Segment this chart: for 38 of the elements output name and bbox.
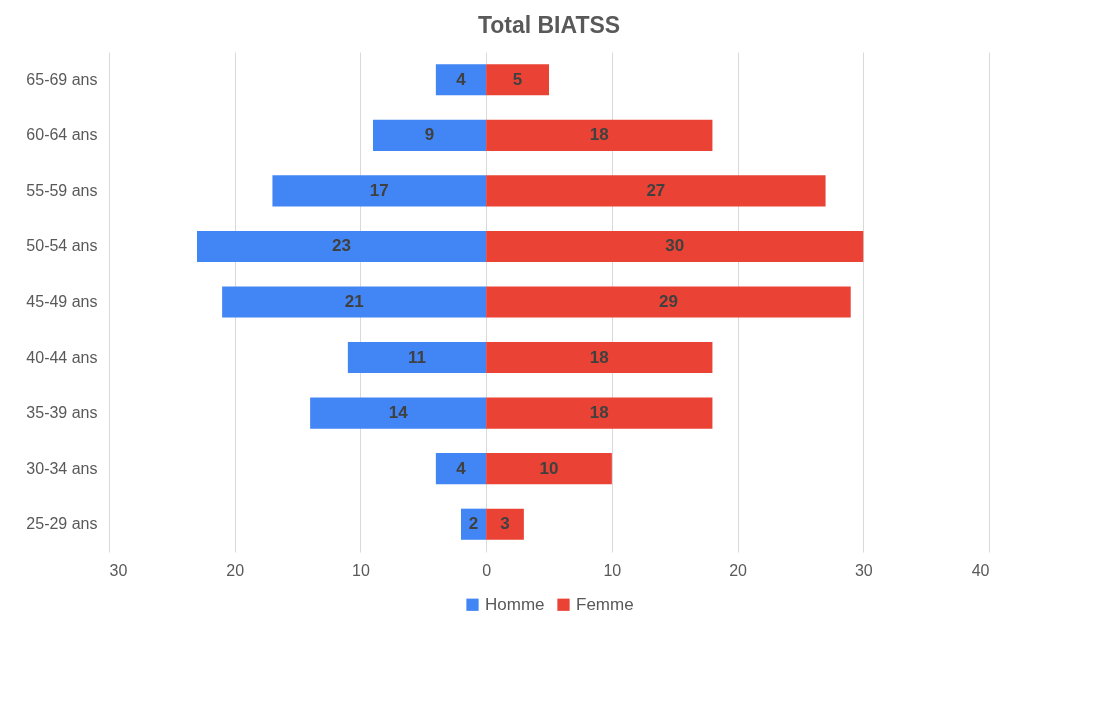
y-tick-label: 65-69 ans [26, 70, 98, 88]
data-label: 17 [369, 180, 389, 200]
data-label: 23 [332, 236, 352, 256]
y-tick-label: 50-54 ans [26, 237, 98, 255]
x-tick-label: 30 [109, 561, 128, 579]
x-tick-label: 20 [729, 561, 748, 579]
x-tick-label: 30 [854, 561, 873, 579]
x-tick-label: 10 [603, 561, 622, 579]
y-tick-label: 25-29 ans [26, 515, 98, 533]
y-tick-label: 55-59 ans [26, 181, 98, 199]
x-tick-label: 0 [482, 561, 492, 579]
y-tick-label: 35-39 ans [26, 404, 98, 422]
x-tick-label: 10 [352, 561, 370, 579]
data-label: 11 [408, 347, 426, 367]
data-label: 21 [344, 292, 364, 311]
data-label: 18 [589, 403, 609, 423]
data-label: 4 [456, 458, 467, 478]
legend-label: Homme [485, 594, 545, 614]
y-tick-label: 45-49 ans [26, 293, 98, 310]
x-tick-label: 20 [226, 561, 245, 579]
data-label: 30 [665, 236, 685, 256]
data-label: 2 [468, 514, 479, 534]
data-label: 5 [512, 69, 523, 89]
data-label: 4 [456, 69, 467, 89]
data-label: 14 [388, 403, 409, 423]
data-label: 10 [539, 458, 559, 478]
data-label: 3 [500, 514, 510, 534]
y-tick-label: 60-64 ans [26, 126, 98, 144]
data-label: 27 [646, 180, 666, 200]
chart-title: Total BIATSS [477, 12, 621, 38]
x-tick-label: 40 [971, 561, 990, 579]
legend-label: Femme [576, 594, 634, 614]
data-label: 18 [589, 125, 609, 145]
data-label: 18 [589, 347, 609, 367]
y-tick-label: 30-34 ans [26, 459, 98, 477]
data-label: 9 [424, 125, 435, 145]
data-label: 29 [658, 292, 678, 311]
y-tick-label: 40-44 ans [26, 348, 98, 366]
